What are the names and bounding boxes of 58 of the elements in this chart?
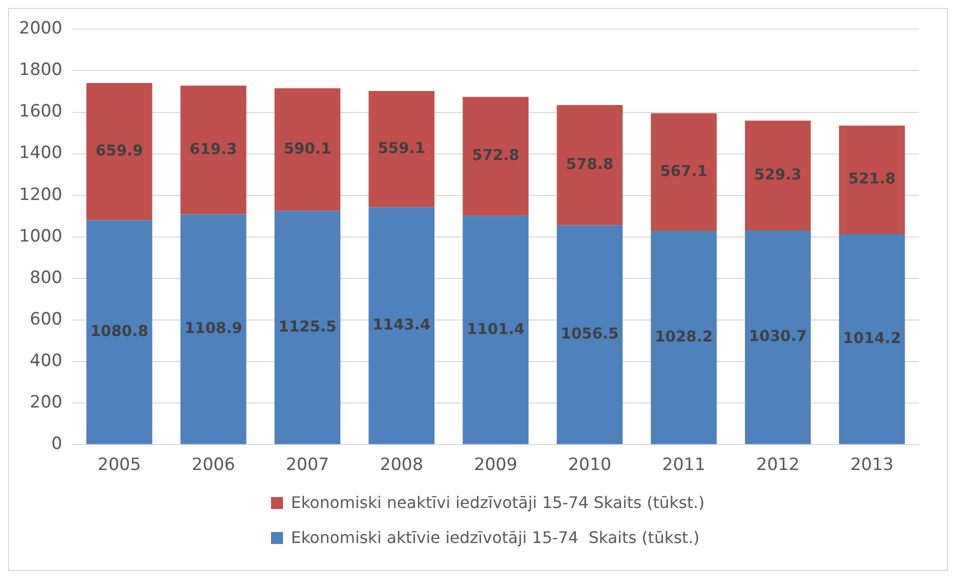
bar xyxy=(86,83,152,220)
data-label: 1080.8 xyxy=(90,322,148,340)
data-label: 619.3 xyxy=(190,140,238,158)
bar xyxy=(744,120,811,231)
data-label: 590.1 xyxy=(284,139,332,158)
y-tick-label: 1400 xyxy=(19,143,62,164)
bar xyxy=(180,214,246,444)
x-tick-label: 2010 xyxy=(568,455,612,476)
data-label: 559.1 xyxy=(378,138,426,157)
bar xyxy=(462,216,529,444)
bar xyxy=(462,96,529,216)
data-label: 1014.2 xyxy=(843,328,901,347)
x-tick-label: 2009 xyxy=(474,455,518,476)
y-tick-label: 1000 xyxy=(19,226,62,246)
x-tick-label: 2008 xyxy=(380,455,424,476)
bar xyxy=(274,210,340,444)
bar xyxy=(650,113,717,232)
x-tick-label: 2011 xyxy=(662,455,706,476)
data-label: 1108.9 xyxy=(184,319,242,338)
data-label: 1125.5 xyxy=(278,317,336,336)
y-tick-label: 600 xyxy=(30,309,62,330)
bar xyxy=(839,126,905,234)
bar xyxy=(180,86,246,214)
data-label: 1101.4 xyxy=(466,320,525,338)
y-tick-label: 200 xyxy=(30,392,62,412)
bar xyxy=(86,220,152,444)
y-tick-label: 400 xyxy=(30,350,62,371)
bar xyxy=(744,230,811,444)
bar xyxy=(368,207,434,444)
bar xyxy=(650,231,717,444)
bar xyxy=(556,225,623,444)
data-label: 572.8 xyxy=(472,146,520,164)
legend-label: Ekonomiski neaktīvi iedzīvotāji 15-74 Skaits (tūkst.) xyxy=(291,493,705,512)
data-label: 1143.4 xyxy=(372,316,430,334)
x-tick-label: 2006 xyxy=(192,455,236,476)
x-tick-label: 2013 xyxy=(850,455,894,476)
bar xyxy=(368,90,434,208)
x-tick-label: 2012 xyxy=(756,455,800,476)
data-label: 1030.7 xyxy=(748,327,807,346)
data-label: 578.8 xyxy=(566,154,614,173)
data-label: 567.1 xyxy=(660,162,708,180)
x-tick-label: 2007 xyxy=(286,455,330,476)
bar xyxy=(556,104,623,226)
data-label: 1028.2 xyxy=(654,327,713,346)
data-label: 529.3 xyxy=(754,165,802,184)
y-tick-label: 0 xyxy=(51,434,62,454)
y-tick-label: 1800 xyxy=(19,60,62,80)
x-tick-label: 2005 xyxy=(98,455,141,476)
data-label: 521.8 xyxy=(848,170,896,188)
y-tick-label: 2000 xyxy=(19,18,62,39)
y-tick-label: 1600 xyxy=(19,102,62,122)
data-label: 1056.5 xyxy=(560,324,619,343)
data-label: 659.9 xyxy=(96,141,144,160)
bar xyxy=(839,234,905,444)
legend-label: Ekonomiski aktīvie iedzīvotāji 15-74 Skaits (tūkst.) xyxy=(291,528,700,547)
y-tick-label: 1200 xyxy=(19,184,62,205)
bar xyxy=(274,88,340,211)
y-tick-label: 800 xyxy=(30,268,62,288)
